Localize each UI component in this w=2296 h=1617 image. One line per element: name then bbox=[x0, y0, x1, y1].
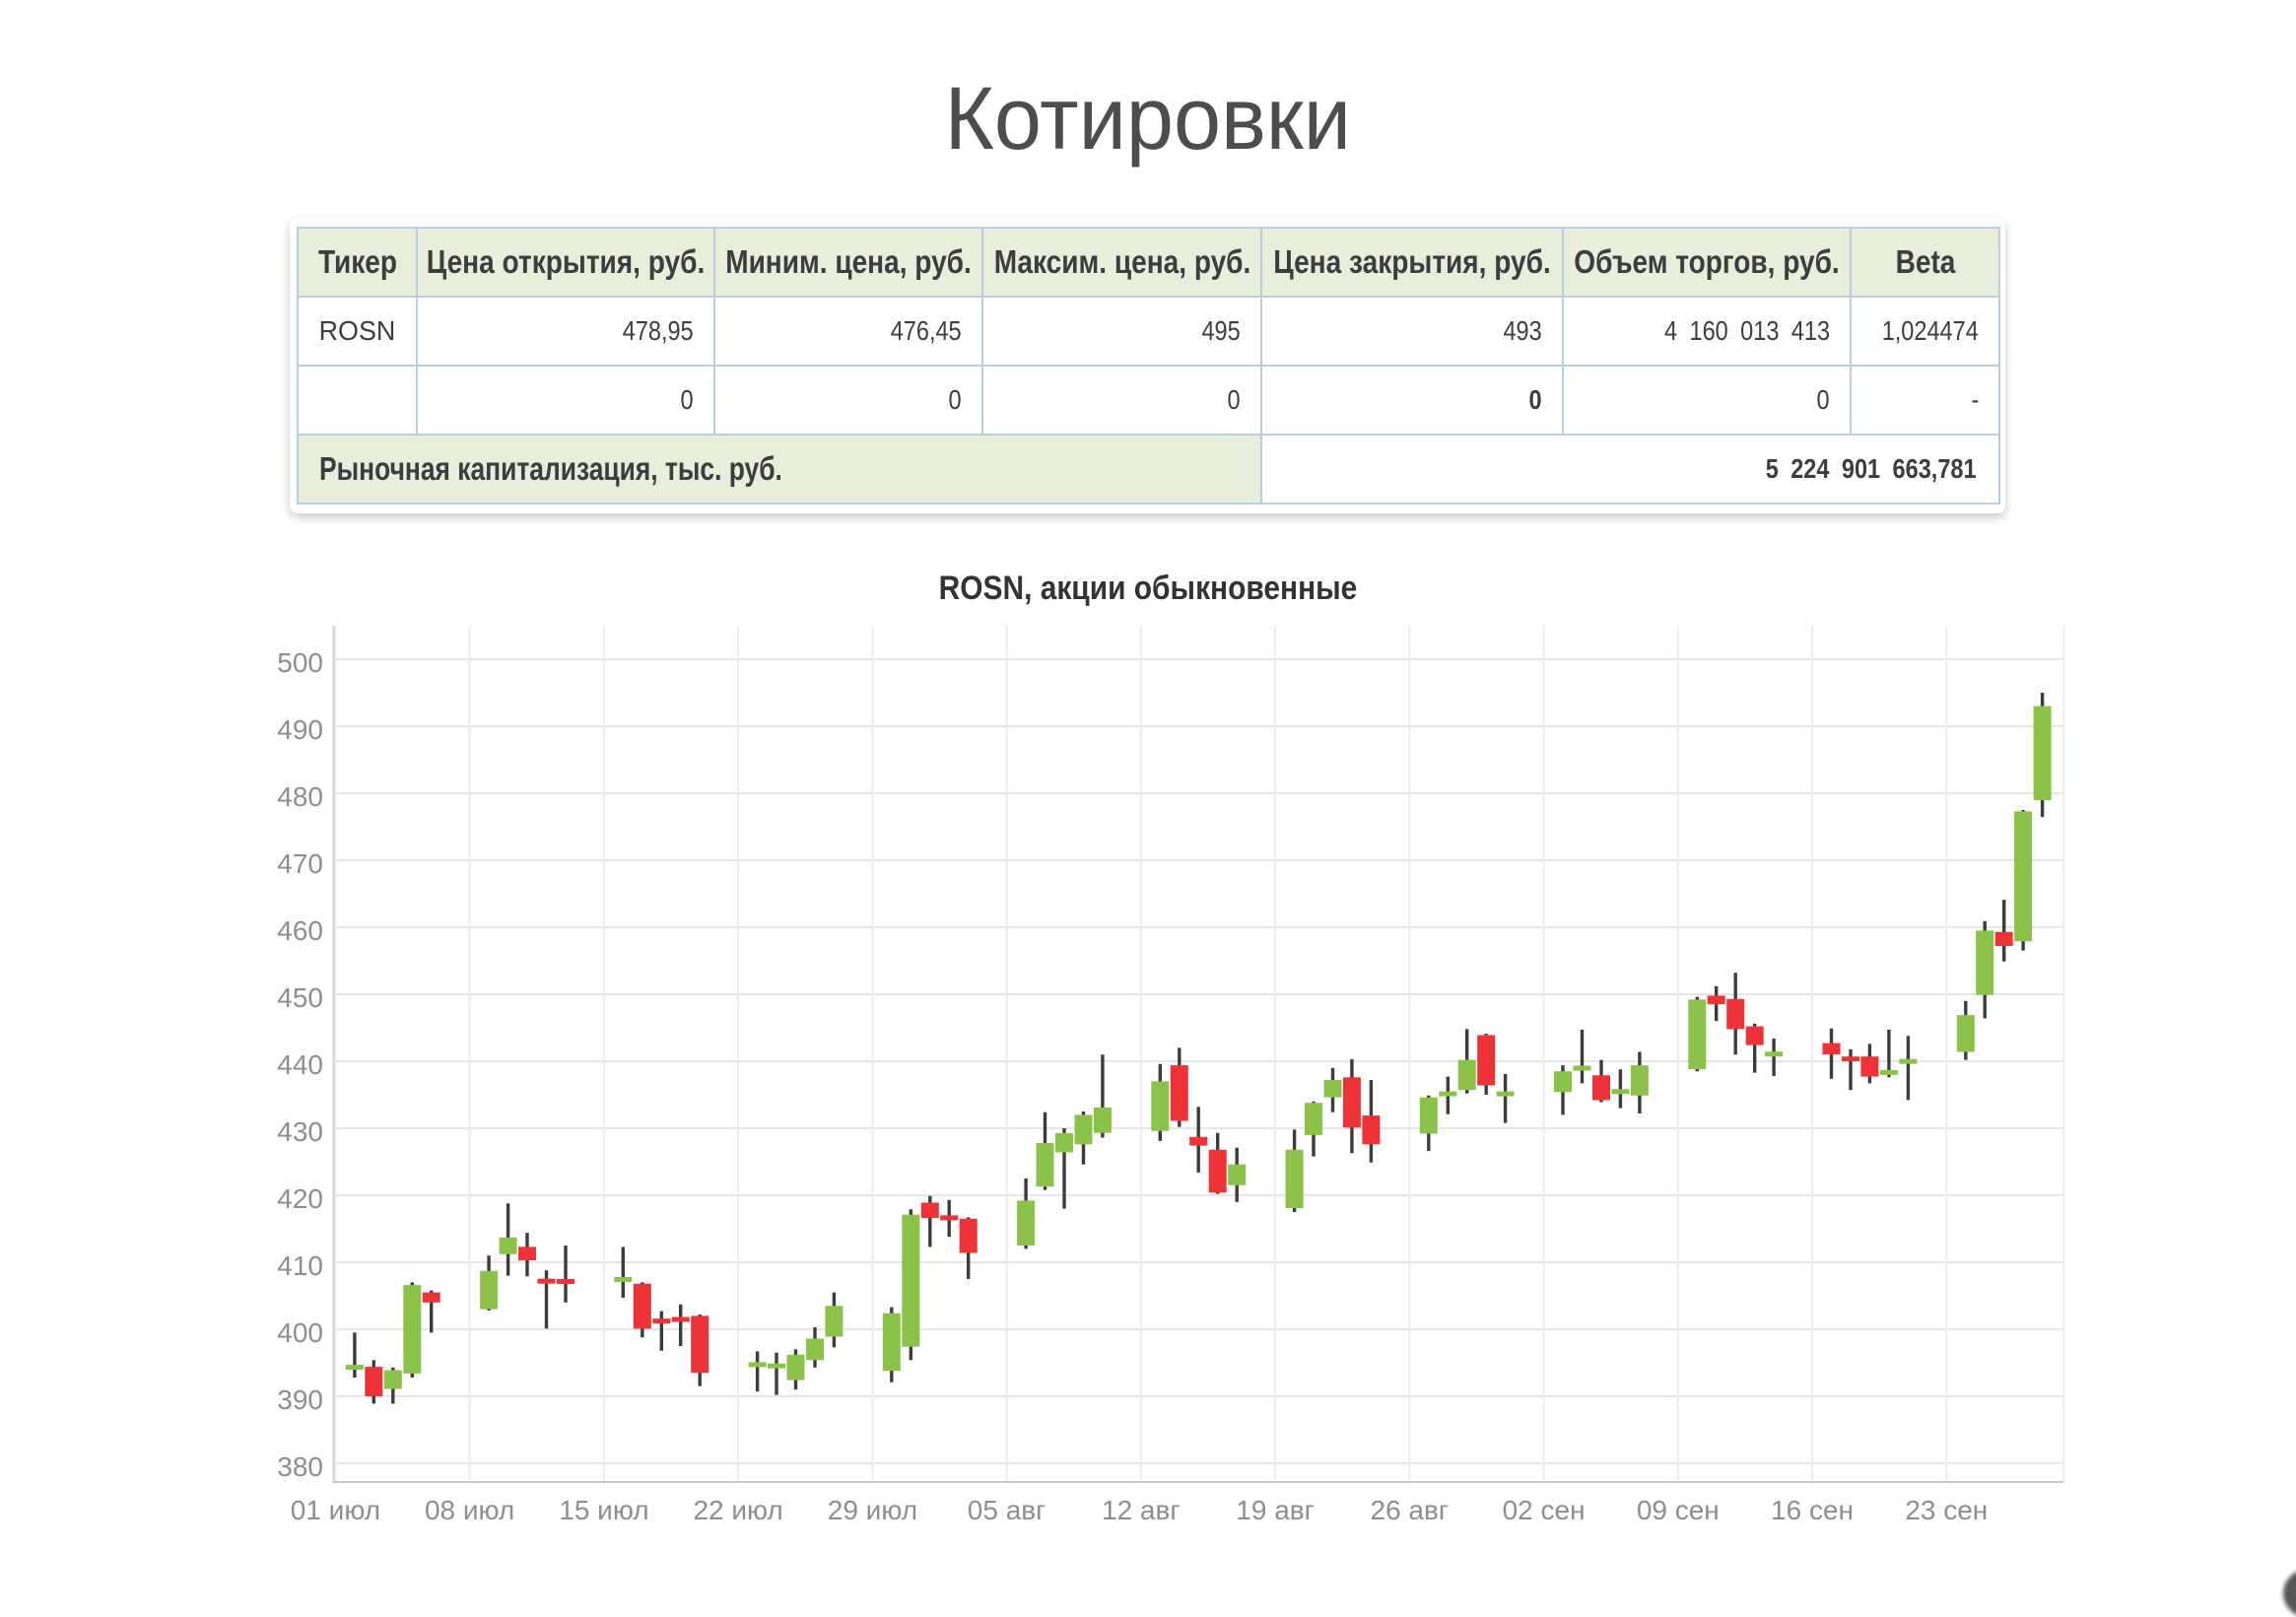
svg-text:22 июл: 22 июл bbox=[693, 1495, 782, 1525]
svg-text:440: 440 bbox=[277, 1049, 323, 1080]
svg-text:09 сен: 09 сен bbox=[1637, 1495, 1720, 1525]
svg-text:450: 450 bbox=[277, 982, 323, 1013]
svg-text:12 авг: 12 авг bbox=[1102, 1495, 1181, 1525]
svg-text:400: 400 bbox=[277, 1317, 323, 1348]
svg-text:430: 430 bbox=[277, 1116, 323, 1147]
svg-text:460: 460 bbox=[277, 915, 323, 946]
svg-text:16 сен: 16 сен bbox=[1771, 1495, 1854, 1525]
svg-text:29 июл: 29 июл bbox=[828, 1495, 917, 1525]
svg-text:05 авг: 05 авг bbox=[968, 1495, 1047, 1525]
svg-text:420: 420 bbox=[277, 1183, 323, 1214]
svg-text:02 сен: 02 сен bbox=[1503, 1495, 1586, 1525]
svg-text:480: 480 bbox=[277, 781, 323, 812]
svg-text:380: 380 bbox=[277, 1451, 323, 1482]
svg-text:23 сен: 23 сен bbox=[1905, 1495, 1988, 1525]
svg-text:08 июл: 08 июл bbox=[425, 1495, 514, 1525]
svg-text:390: 390 bbox=[277, 1384, 323, 1415]
svg-text:15 июл: 15 июл bbox=[559, 1495, 648, 1525]
svg-text:490: 490 bbox=[277, 714, 323, 745]
svg-text:410: 410 bbox=[277, 1250, 323, 1281]
svg-text:26 авг: 26 авг bbox=[1371, 1495, 1450, 1525]
svg-text:ROSN, акции обыкновенные: ROSN, акции обыкновенные bbox=[939, 569, 1358, 606]
svg-text:470: 470 bbox=[277, 848, 323, 879]
svg-text:19 авг: 19 авг bbox=[1236, 1495, 1315, 1525]
svg-text:01 июл: 01 июл bbox=[291, 1495, 380, 1525]
svg-text:500: 500 bbox=[277, 647, 323, 678]
